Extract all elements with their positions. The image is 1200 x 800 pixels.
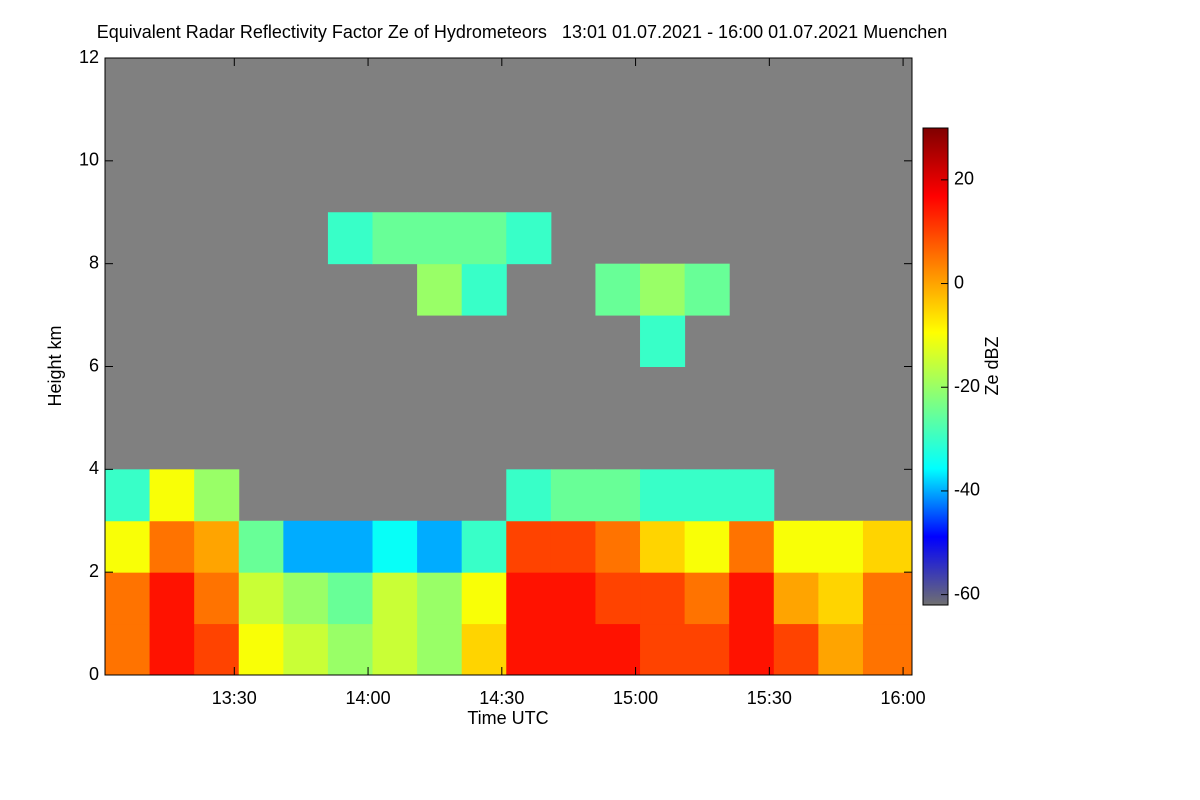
heatmap-cell: [640, 263, 686, 316]
heatmap-cell: [773, 520, 819, 573]
heatmap-cell: [506, 520, 552, 573]
heatmap-cell: [729, 572, 775, 625]
heatmap-cell: [461, 623, 507, 676]
heatmap-cell: [640, 572, 686, 625]
heatmap-cell: [149, 469, 195, 522]
heatmap-cell: [595, 263, 641, 316]
colorbar-tick-label: 20: [954, 169, 974, 189]
heatmap-cell: [729, 520, 775, 573]
heatmap-cell: [327, 623, 374, 676]
colorbar-tick-label: -60: [954, 583, 980, 603]
heatmap-cell: [550, 623, 596, 676]
heatmap-cell: [105, 623, 151, 676]
heatmap-cell: [640, 623, 686, 676]
heatmap-cell: [238, 572, 284, 625]
heatmap-cell: [595, 623, 641, 676]
heatmap-cell: [327, 212, 374, 265]
heatmap-cell: [372, 572, 418, 625]
y-tick-label: 10: [79, 150, 99, 170]
heatmap-cell: [194, 623, 240, 676]
heatmap-cell: [729, 469, 775, 522]
heatmap-cell: [372, 623, 418, 676]
heatmap-cell: [194, 572, 240, 625]
heatmap-cell: [372, 520, 418, 573]
heatmap-cell: [105, 572, 151, 625]
heatmap-cell: [105, 469, 151, 522]
y-tick-label: 6: [89, 355, 99, 375]
heatmap-cell: [862, 520, 913, 573]
heatmap-cell: [506, 212, 552, 265]
heatmap-cell: [684, 263, 730, 316]
colorbar-tick-label: -40: [954, 480, 980, 500]
heatmap-cell: [818, 572, 864, 625]
heatmap-cell: [729, 623, 775, 676]
x-axis-label: Time UTC: [467, 708, 548, 728]
heatmap-cell: [194, 469, 240, 522]
x-tick-label: 15:30: [747, 688, 792, 708]
heatmap-cell: [283, 623, 329, 676]
heatmap-cell: [283, 520, 329, 573]
heatmap-cell: [595, 572, 641, 625]
colorbar-label: Ze dBZ: [982, 336, 1002, 395]
y-tick-label: 12: [79, 47, 99, 67]
heatmap-cell: [417, 263, 463, 316]
heatmap-cell: [640, 520, 686, 573]
y-tick-label: 8: [89, 252, 99, 272]
colorbar: [922, 127, 949, 606]
heatmap-cell: [417, 520, 463, 573]
x-tick-label: 13:30: [212, 688, 257, 708]
heatmap-cell: [640, 315, 686, 367]
heatmap-cell: [506, 572, 552, 625]
heatmap-cell: [149, 520, 195, 573]
heatmap-cell: [327, 572, 374, 625]
heatmap-cell: [818, 623, 864, 676]
heatmap-cell: [773, 623, 819, 676]
y-axis-label: Height km: [45, 325, 65, 406]
heatmap-cell: [238, 520, 284, 573]
y-tick-label: 0: [89, 664, 99, 684]
heatmap-cell: [862, 623, 913, 676]
heatmap-cell: [506, 623, 552, 676]
heatmap-cell: [372, 212, 418, 265]
heatmap-cell: [461, 263, 507, 316]
heatmap-cell: [550, 469, 596, 522]
heatmap-cell: [684, 572, 730, 625]
heatmap-cell: [684, 520, 730, 573]
heatmap-cell: [550, 572, 596, 625]
colorbar-tick-label: 0: [954, 272, 964, 292]
chart-title: Equivalent Radar Reflectivity Factor Ze …: [97, 22, 948, 42]
x-tick-label: 14:30: [479, 688, 524, 708]
heatmap-cell: [640, 469, 686, 522]
heatmap-cell: [417, 623, 463, 676]
heatmap-cell: [417, 212, 463, 265]
heatmap-cell: [773, 572, 819, 625]
heatmap-cell: [417, 572, 463, 625]
heatmap-cell: [506, 469, 552, 522]
heatmap-cell: [105, 520, 151, 573]
heatmap-cell: [194, 520, 240, 573]
colorbar-tick-label: -20: [954, 376, 980, 396]
heatmap-cell: [818, 520, 864, 573]
heatmap-cell: [684, 623, 730, 676]
heatmap-cell: [149, 623, 195, 676]
heatmap-cell: [283, 572, 329, 625]
x-tick-label: 16:00: [881, 688, 926, 708]
heatmap-cell: [461, 520, 507, 573]
heatmap-cell: [461, 572, 507, 625]
heatmap-cell: [327, 520, 374, 573]
y-tick-label: 2: [89, 561, 99, 581]
heatmap-cell: [595, 520, 641, 573]
heatmap-cell: [550, 520, 596, 573]
x-tick-label: 14:00: [346, 688, 391, 708]
x-tick-label: 15:00: [613, 688, 658, 708]
heatmap-cell: [149, 572, 195, 625]
heatmap-cell: [684, 469, 730, 522]
heatmap-cell: [461, 212, 507, 265]
heatmap-cell: [595, 469, 641, 522]
heatmap-cell: [238, 623, 284, 676]
y-tick-label: 4: [89, 458, 99, 478]
heatmap-cell: [862, 572, 913, 625]
